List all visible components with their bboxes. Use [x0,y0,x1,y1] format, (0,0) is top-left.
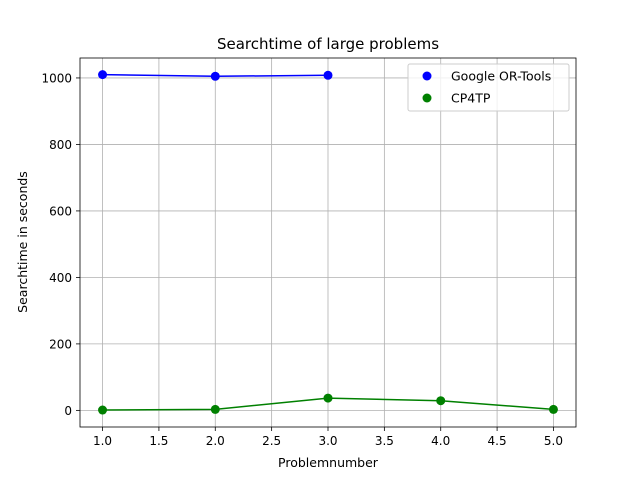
y-tick-label-0: 0 [64,404,72,418]
legend-marker-google-or-tools [422,71,432,81]
data-point-google-or-tools-1 [98,70,108,80]
x-axis-ticks: 1.0 1.5 2.0 2.5 3.0 3.5 4.0 4.5 5.0 [93,427,563,448]
grid-lines [80,58,576,427]
legend-frame [407,63,570,112]
y-tick-label-5: 1000 [41,71,72,85]
data-point-google-or-tools-3 [323,70,333,80]
x-tick-label-8: 5.0 [544,434,563,448]
x-tick-label-3: 2.5 [262,434,281,448]
data-point-cp4tp-2 [210,404,220,414]
legend-marker-cp4tp [422,93,432,103]
y-axis-label: Searchtime in seconds [15,171,30,313]
y-tick-label-4: 800 [49,138,72,152]
legend: Google OR-Tools CP4TP [407,63,570,112]
x-tick-label-7: 4.5 [488,434,507,448]
x-tick-label-5: 3.5 [375,434,394,448]
data-point-cp4tp-1 [98,405,108,415]
series-layer [98,70,558,415]
y-tick-label-1: 200 [49,337,72,351]
data-point-cp4tp-4 [436,396,446,406]
chart-title: Searchtime of large problems [217,35,439,53]
x-tick-label-1: 1.5 [149,434,168,448]
legend-label-cp4tp: CP4TP [451,91,491,106]
legend-label-google-or-tools: Google OR-Tools [451,69,551,84]
y-tick-label-3: 600 [49,204,72,218]
x-tick-label-2: 2.0 [206,434,225,448]
y-tick-label-2: 400 [49,271,72,285]
y-axis-ticks: 0 200 400 600 800 1000 [41,71,80,418]
x-tick-label-0: 1.0 [93,434,112,448]
x-axis-label: Problemnumber [278,455,379,470]
data-point-cp4tp-3 [323,393,333,403]
x-tick-label-4: 3.0 [318,434,337,448]
data-point-google-or-tools-2 [210,71,220,81]
x-tick-label-6: 4.0 [431,434,450,448]
data-point-cp4tp-5 [548,404,558,414]
